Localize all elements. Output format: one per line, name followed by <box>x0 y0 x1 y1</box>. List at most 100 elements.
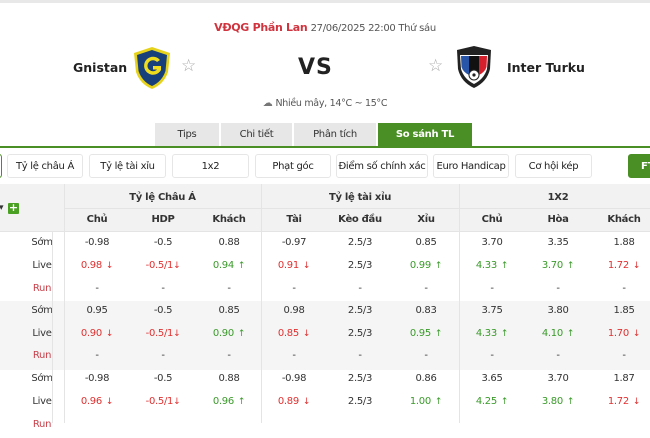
add-bookmaker-plus-icon[interactable]: + <box>8 201 19 214</box>
vs-label: VS <box>298 55 333 80</box>
odds-live-value: 0.94 ↑ <box>212 260 246 271</box>
odds-live-value: 0.98 ↓ <box>80 260 114 271</box>
match-header: VĐQG Phần Lan 27/06/2025 22:00 Thứ sáu G… <box>0 0 650 124</box>
top-border <box>0 0 650 3</box>
filter-prev-button[interactable] <box>0 154 2 178</box>
odds-value: 3.75 <box>481 305 503 316</box>
filter-ft-button[interactable]: FT <box>628 154 650 178</box>
odds-run-value: - <box>292 283 296 294</box>
arrow-down-icon: ↓ <box>632 329 641 339</box>
away-team-logo[interactable] <box>454 45 494 89</box>
odds-value: -0.97 <box>281 237 307 248</box>
filter-phat-goc[interactable]: Phạt góc <box>255 154 331 178</box>
cloud-sun-icon: ☁ <box>262 98 273 109</box>
match-tabs: Tips Chi tiết Phân tích So sánh TL <box>155 123 474 146</box>
arrow-down-icon: ↓ <box>173 329 181 339</box>
filter-euro-handicap[interactable]: Euro Handicap <box>433 154 509 178</box>
odds-live-value: 4.10 ↑ <box>541 328 575 339</box>
odds-live-value: 0.85 ↓ <box>277 328 311 339</box>
odds-filter-bar: Tỷ lệ châu Á Tỷ lệ tài xỉu 1x2 Phạt góc … <box>0 154 650 179</box>
odds-comparison-table: ▾ + Tỷ lệ Châu Á Tỷ lệ tài xỉu 1X2 Chủ H… <box>0 184 650 430</box>
odds-run-value: - <box>556 283 560 294</box>
col-header-chu: Chủ <box>86 214 108 225</box>
odds-live-value: -0.5/1↓ <box>145 328 181 339</box>
filter-tai-xiu[interactable]: Tỷ lệ tài xỉu <box>89 154 166 178</box>
home-team-name[interactable]: Gnistan <box>73 60 128 75</box>
arrow-up-icon: ↑ <box>566 261 575 271</box>
odds-value: -0.5 <box>153 237 173 248</box>
away-team-name[interactable]: Inter Turku <box>507 60 585 75</box>
odds-value: 3.70 <box>547 373 569 384</box>
home-team-logo[interactable] <box>132 46 172 90</box>
odds-live-value: 0.99 ↑ <box>409 260 443 271</box>
odds-run-value: - <box>161 283 165 294</box>
arrow-up-icon: ↑ <box>237 397 246 407</box>
group-header-tai-xiu: Tỷ lệ tài xỉu <box>328 192 392 203</box>
odds-live-value: 1.00 ↑ <box>409 396 443 407</box>
odds-run-value: - <box>292 350 296 361</box>
arrow-down-icon: ↓ <box>302 261 311 271</box>
odds-live-value: 4.25 ↑ <box>475 396 509 407</box>
bookmaker-col-divider <box>52 232 53 423</box>
tab-phan-tich[interactable]: Phân tích <box>294 123 376 146</box>
odds-live-value: 2.5/3 <box>347 260 373 271</box>
row-label-som: Sớm <box>31 237 53 248</box>
odds-run-value: - <box>227 350 231 361</box>
filter-1x2[interactable]: 1x2 <box>172 154 249 178</box>
league-name[interactable]: VĐQG Phần Lan <box>214 21 308 34</box>
col-divider <box>64 184 65 423</box>
bookmaker-row-group-3: Sớm Live Run -0.98 -0.5 0.88 -0.98 2.5/3… <box>0 369 650 438</box>
filter-chau-a[interactable]: Tỷ lệ châu Á <box>7 154 83 178</box>
odds-value: 0.88 <box>218 237 240 248</box>
home-favorite-star-icon[interactable]: ☆ <box>181 56 197 76</box>
col-header-xiu: Xỉu <box>417 214 435 225</box>
odds-value: 0.86 <box>415 373 437 384</box>
odds-run-value: - <box>358 350 362 361</box>
arrow-up-icon: ↑ <box>500 397 509 407</box>
row-label-live: Live <box>32 260 52 271</box>
arrow-up-icon: ↑ <box>500 261 509 271</box>
arrow-down-icon: ↓ <box>302 329 311 339</box>
odds-value: 0.98 <box>283 305 305 316</box>
col-header-tai: Tài <box>286 214 302 225</box>
arrow-up-icon: ↑ <box>500 329 509 339</box>
bookmaker-row-group-2: Sớm Live Run 0.95 -0.5 0.85 0.98 2.5/3 0… <box>0 301 650 370</box>
tab-so-sanh-tl[interactable]: So sánh TL <box>378 123 472 146</box>
filter-co-hoi-kep[interactable]: Cơ hội kép <box>515 154 592 178</box>
odds-value: 0.85 <box>218 305 240 316</box>
away-favorite-star-icon[interactable]: ☆ <box>428 56 444 76</box>
row-label-run[interactable]: Run <box>32 419 52 430</box>
odds-value: 1.85 <box>613 305 635 316</box>
filter-diem-so-chinh-xac[interactable]: Điểm số chính xác <box>336 154 428 178</box>
weather-text: Nhiều mây, 14°C ~ 15°C <box>275 98 388 109</box>
tab-underline <box>0 146 650 148</box>
odds-run-value: - <box>95 283 99 294</box>
arrow-up-icon: ↑ <box>237 329 246 339</box>
arrow-down-icon: ↓ <box>105 261 114 271</box>
odds-live-value: 0.96 ↓ <box>80 396 114 407</box>
odds-live-value: -0.5/1↓ <box>145 396 181 407</box>
odds-live-value: 0.90 ↑ <box>212 328 246 339</box>
chevron-down-icon[interactable]: ▾ <box>0 203 4 213</box>
bookmaker-row-group-1: Sớm Live Run -0.98 -0.5 0.88 -0.97 2.5/3… <box>0 232 650 301</box>
odds-run-value: - <box>95 350 99 361</box>
tab-chi-tiet[interactable]: Chi tiết <box>221 123 292 146</box>
arrow-up-icon: ↑ <box>434 329 443 339</box>
odds-live-value: 0.91 ↓ <box>277 260 311 271</box>
odds-live-value: 0.90 ↓ <box>80 328 114 339</box>
arrow-down-icon: ↓ <box>173 261 181 271</box>
odds-run-value: - <box>424 283 428 294</box>
arrow-down-icon: ↓ <box>173 397 181 407</box>
odds-value: -0.5 <box>153 373 173 384</box>
odds-live-value: 0.96 ↑ <box>212 396 246 407</box>
row-label-run[interactable]: Run <box>32 283 52 294</box>
tab-tips[interactable]: Tips <box>155 123 219 146</box>
odds-live-value: 1.72 ↓ <box>607 260 641 271</box>
header-divider <box>64 208 650 209</box>
row-label-run[interactable]: Run <box>32 350 52 361</box>
odds-value: 0.85 <box>415 237 437 248</box>
col-header-1x2-khach: Khách <box>607 214 641 225</box>
odds-live-value: 2.5/3 <box>347 328 373 339</box>
col-header-hdp: HDP <box>151 214 175 225</box>
arrow-up-icon: ↑ <box>566 397 575 407</box>
